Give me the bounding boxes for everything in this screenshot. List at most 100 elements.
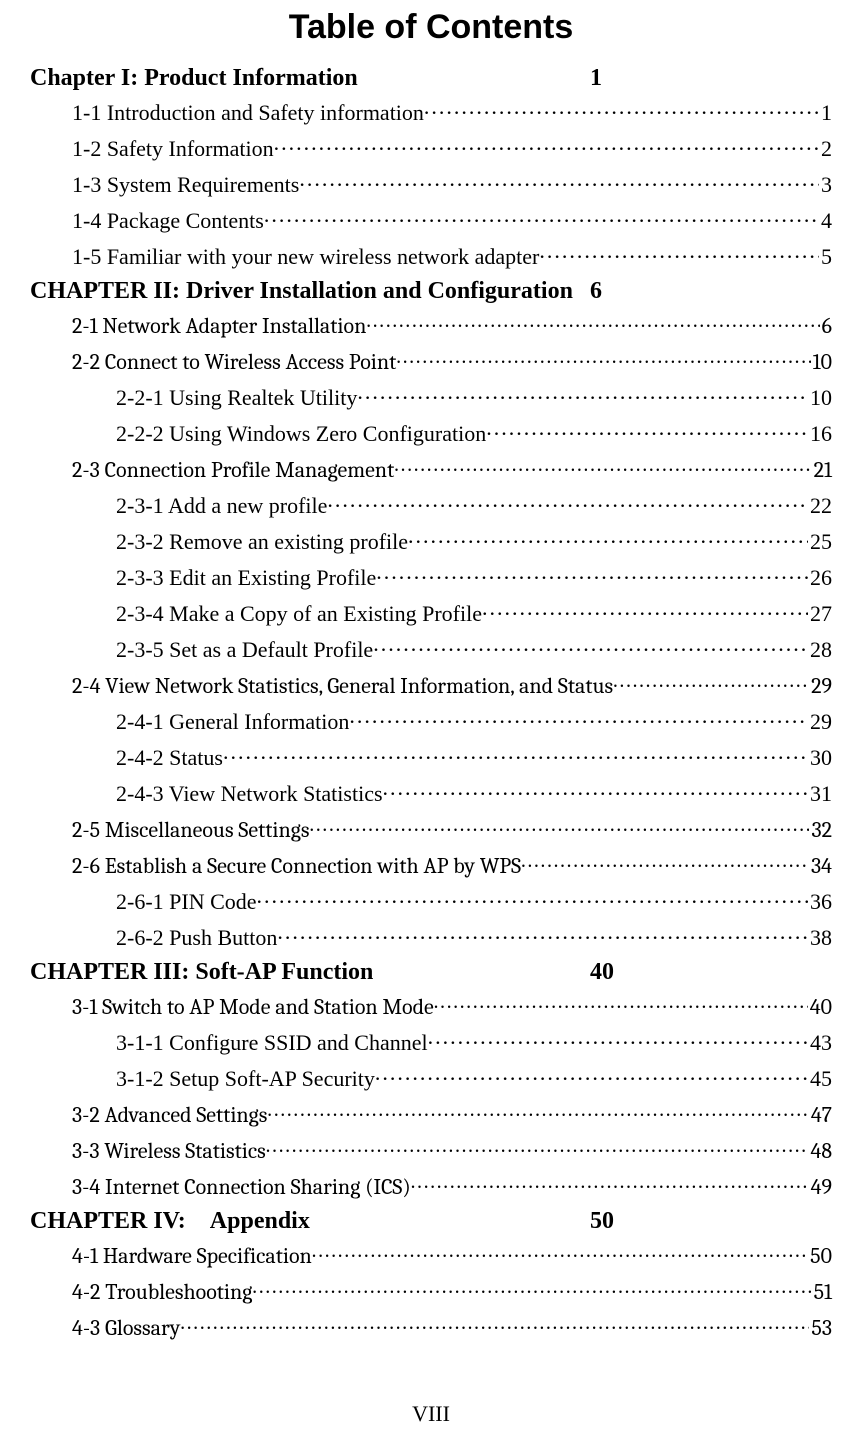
toc-entry-label: 2-2 Connect to Wireless Access Point — [72, 349, 396, 375]
toc-entry: 3-1-1 Configure SSID and Channel 43 — [116, 1028, 832, 1056]
toc-entry-label: 2-6-2 Push Button — [116, 925, 277, 951]
toc-entry-page: 38 — [808, 925, 832, 951]
toc-entry-page: 36 — [808, 889, 832, 915]
toc-entry: 2-3-5 Set as a Default Profile28 — [116, 635, 832, 663]
toc-entry-page: 31 — [808, 781, 832, 807]
toc-leader-dots — [486, 419, 808, 441]
toc-entry-label: 2-4 View Network Statistics, General Inf… — [72, 673, 613, 699]
toc-entry: 1-2 Safety Information 2 — [72, 134, 832, 162]
toc-entry-page: 4 — [819, 208, 832, 234]
toc-entry-page: 43 — [808, 1030, 832, 1056]
toc-entry-label: 2-3-2 Remove an existing profile — [116, 529, 408, 555]
toc-entry: 3-2 Advanced Settings 47 — [72, 1100, 832, 1128]
toc-entry-label: 2-3-4 Make a Copy of an Existing Profile — [116, 601, 482, 627]
toc-entry-label: 1-3 System Requirements — [72, 172, 299, 198]
toc-entry-label: 2-3-5 Set as a Default Profile — [116, 637, 373, 663]
toc-leader-dots — [521, 851, 809, 873]
toc-leader-dots — [327, 491, 808, 513]
toc-entry-page: 53 — [809, 1315, 832, 1341]
toc-entry: 1-5 Familiar with your new wireless netw… — [72, 242, 832, 270]
toc-leader-dots — [396, 347, 810, 369]
toc-entry-page: 5 — [819, 244, 832, 270]
toc-chapter-heading: Chapter I: Product Information1 — [30, 65, 832, 92]
toc-entry: 3-3 Wireless Statistics 48 — [72, 1136, 832, 1164]
toc-chapter-page: 50 — [590, 1208, 614, 1235]
toc-entry-page: 45 — [808, 1066, 832, 1092]
toc-leader-dots — [312, 1241, 808, 1263]
toc-chapter-title: CHAPTER IV: Appendix — [30, 1208, 590, 1235]
toc-leader-dots — [264, 206, 819, 228]
toc-leader-dots — [394, 455, 811, 477]
toc-entry: 1-4 Package Contents 4 — [72, 206, 832, 234]
toc-leader-dots — [266, 1136, 809, 1158]
toc-entry: 2-6 Establish a Secure Connection with A… — [72, 851, 832, 879]
toc-entry-page: 2 — [819, 136, 832, 162]
toc-entry-label: 2-2-1 Using Realtek Utility — [116, 385, 357, 411]
toc-entry-page: 29 — [808, 709, 832, 735]
toc-chapter-heading: CHAPTER III: Soft-AP Function40 — [30, 959, 832, 986]
toc-leader-dots — [257, 887, 808, 909]
page-title: Table of Contents — [30, 8, 832, 47]
toc-entry-page: 25 — [808, 529, 832, 555]
toc-entry-label: 2-3-3 Edit an Existing Profile — [116, 565, 376, 591]
toc-entry: 4-3 Glossary53 — [72, 1313, 832, 1341]
toc-entry-label: 1-2 Safety Information — [72, 136, 274, 162]
toc-entry-page: 6 — [820, 313, 832, 339]
toc-entry-page: 3 — [819, 172, 832, 198]
toc-chapter-page: 1 — [590, 65, 602, 92]
toc-chapter-title: Chapter I: Product Information — [30, 65, 590, 92]
toc-entry-label: 1-4 Package Contents — [72, 208, 264, 234]
toc-chapter-heading: CHAPTER IV: Appendix50 — [30, 1208, 832, 1235]
toc-entry-page: 48 — [809, 1138, 833, 1164]
toc-entry-page: 27 — [808, 601, 832, 627]
toc-entry-page: 32 — [809, 817, 832, 843]
toc-leader-dots — [349, 707, 808, 729]
toc-entry-label: 2-3-1 Add a new profile — [116, 493, 327, 519]
toc-entry-page: 47 — [809, 1102, 832, 1128]
table-of-contents: Chapter I: Product Information11-1 Intro… — [30, 65, 832, 1341]
toc-entry-label: 3-2 Advanced Settings — [72, 1102, 267, 1128]
toc-entry-label: 3-1-2 Setup Soft-AP Security — [116, 1066, 375, 1092]
page-footer: VIII — [0, 1401, 862, 1427]
toc-entry: 4-1 Hardware Specification50 — [72, 1241, 832, 1269]
toc-chapter-heading: CHAPTER II: Driver Installation and Conf… — [30, 278, 832, 305]
toc-entry-page: 49 — [809, 1174, 832, 1200]
toc-chapter-page: 40 — [590, 959, 614, 986]
toc-entry-page: 1 — [819, 100, 832, 126]
toc-leader-dots — [267, 1100, 808, 1122]
toc-leader-dots — [434, 992, 808, 1014]
toc-leader-dots — [376, 563, 808, 585]
toc-chapter-page: 6 — [590, 278, 602, 305]
toc-entry: 2-2-2 Using Windows Zero Configuration16 — [116, 419, 832, 447]
toc-entry-label: 2-4-2 Status — [116, 745, 223, 771]
toc-entry-page: 22 — [808, 493, 832, 519]
toc-entry-page: 51 — [812, 1279, 832, 1305]
toc-entry: 2-4 View Network Statistics, General Inf… — [72, 671, 832, 699]
toc-entry: 2-4-2 Status30 — [116, 743, 832, 771]
toc-entry-page: 40 — [808, 994, 832, 1020]
toc-entry-label: 4-2 Troubleshooting — [72, 1279, 252, 1305]
toc-leader-dots — [223, 743, 808, 765]
toc-entry-label: 3-3 Wireless Statistics — [72, 1138, 266, 1164]
toc-leader-dots — [408, 527, 808, 549]
toc-entry: 2-5 Miscellaneous Settings 32 — [72, 815, 832, 843]
toc-entry: 2-3 Connection Profile Management21 — [72, 455, 832, 483]
toc-leader-dots — [383, 779, 808, 801]
toc-entry: 1-1 Introduction and Safety information1 — [72, 98, 832, 126]
toc-entry-label: 3-1-1 Configure SSID and Channel — [116, 1030, 428, 1056]
toc-leader-dots — [252, 1277, 811, 1299]
toc-leader-dots — [309, 815, 809, 837]
toc-entry-page: 16 — [808, 421, 832, 447]
toc-entry: 2-2 Connect to Wireless Access Point10 — [72, 347, 832, 375]
toc-entry: 1-3 System Requirements 3 — [72, 170, 832, 198]
toc-leader-dots — [274, 134, 819, 156]
toc-entry-label: 1-5 Familiar with your new wireless netw… — [72, 244, 539, 270]
toc-entry: 2-6-1 PIN Code36 — [116, 887, 832, 915]
toc-leader-dots — [613, 671, 809, 693]
toc-entry-label: 3-1 Switch to AP Mode and Station Mode — [72, 994, 434, 1020]
toc-entry: 2-1 Network Adapter Installation6 — [72, 311, 832, 339]
toc-entry: 2-6-2 Push Button 38 — [116, 923, 832, 951]
toc-entry: 2-3-2 Remove an existing profile 25 — [116, 527, 832, 555]
toc-chapter-title: CHAPTER II: Driver Installation and Conf… — [30, 278, 590, 305]
toc-entry-label: 2-5 Miscellaneous Settings — [72, 817, 309, 843]
